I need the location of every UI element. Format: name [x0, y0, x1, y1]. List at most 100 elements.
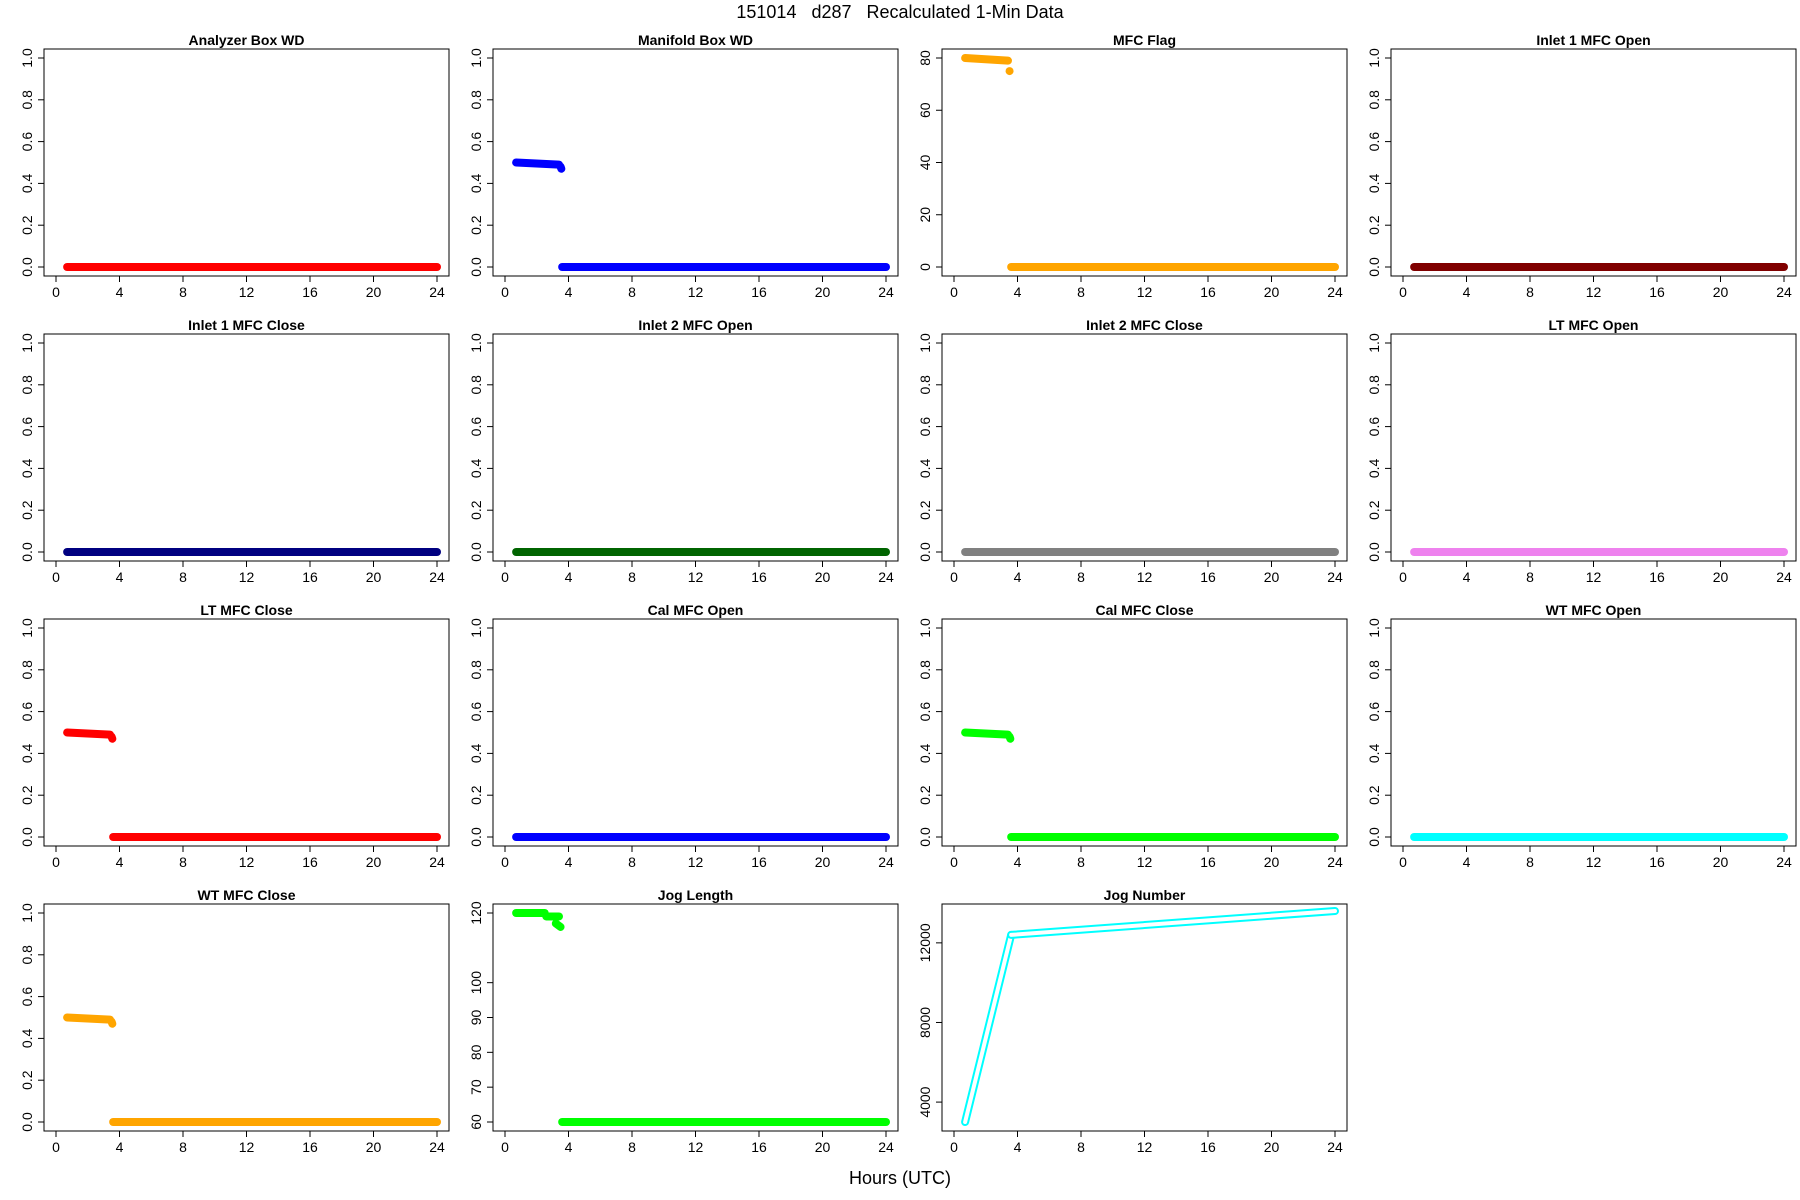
x-tick-label-0: 0 [501, 569, 509, 585]
y-tick-label-70: 70 [468, 1079, 484, 1095]
y-tick-label-0-2: 0.2 [19, 785, 35, 805]
x-tick-label-4: 4 [565, 569, 573, 585]
y-tick-label-1: 1.0 [917, 618, 933, 638]
x-tick-label-4: 4 [1463, 569, 1471, 585]
y-tick-label-1: 1.0 [19, 48, 35, 68]
y-tick-label-0-8: 0.8 [1366, 375, 1382, 395]
y-tick-label-0-4: 0.4 [468, 173, 484, 193]
x-tick-label-16: 16 [1649, 854, 1665, 870]
data-series-1 [961, 728, 1012, 739]
x-tick-label-20: 20 [815, 854, 831, 870]
y-tick-label-0-8: 0.8 [19, 945, 35, 965]
y-tick-label-0-4: 0.4 [19, 1028, 35, 1048]
y-tick-label-0-8: 0.8 [917, 375, 933, 395]
y-tick-label-80: 80 [917, 50, 933, 66]
y-tick-label-0-8: 0.8 [1366, 660, 1382, 680]
x-tick-label-24: 24 [1327, 854, 1343, 870]
x-tick-label-16: 16 [1649, 569, 1665, 585]
panel-wt-mfc-open: WT MFC Open 0 4 8 12 16 20 24 0.0 0.2 0.4 0.6 0.8 1.0 [1366, 602, 1797, 870]
y-tick-label-0-8: 0.8 [468, 375, 484, 395]
y-tick-label-0-2: 0.2 [468, 500, 484, 520]
y-tick-label-1: 1.0 [19, 618, 35, 638]
plot-frame [43, 333, 450, 562]
panel-title: Cal MFC Close [1095, 602, 1193, 618]
x-tick-label-24: 24 [1776, 569, 1792, 585]
x-tick-label-24: 24 [1776, 284, 1792, 300]
y-tick-label-0-4: 0.4 [917, 743, 933, 763]
panel-cal-mfc-open: Cal MFC Open 0 4 8 12 16 20 24 0.0 0.2 0.4 0.6 0.8 1.… [468, 602, 899, 870]
y-tick-label-0-6: 0.6 [19, 987, 35, 1007]
y-tick-label-0-6: 0.6 [917, 417, 933, 437]
x-tick-label-4: 4 [1014, 1139, 1022, 1155]
x-tick-label-20: 20 [1713, 569, 1729, 585]
x-tick-label-12: 12 [1137, 569, 1153, 585]
x-tick-label-16: 16 [302, 854, 318, 870]
panel-inlet-1-mfc-close: Inlet 1 MFC Close 0 4 8 12 16 20 24 0.0 0.2 0.4 0.6… [19, 317, 450, 585]
panel-title: Inlet 1 MFC Close [188, 317, 305, 333]
y-tick-label-1: 1.0 [917, 333, 933, 353]
panel-manifold-box-wd: Manifold Box WD 0 4 8 12 16 20 24 0.0 0.2 0.4 0.6 0.… [468, 32, 899, 300]
x-tick-label-8: 8 [179, 569, 187, 585]
y-tick-label-0: 0.0 [19, 827, 35, 847]
y-tick-label-0-4: 0.4 [468, 458, 484, 478]
y-tick-label-0-2: 0.2 [19, 215, 35, 235]
y-tick-label-1: 1.0 [1366, 618, 1382, 638]
data-series-1 [961, 54, 1012, 65]
x-tick-label-24: 24 [1776, 854, 1792, 870]
y-tick-label-0-6: 0.6 [468, 417, 484, 437]
x-tick-label-24: 24 [429, 854, 445, 870]
y-tick-label-0-8: 0.8 [19, 375, 35, 395]
y-tick-label-0-4: 0.4 [1366, 743, 1382, 763]
x-tick-label-12: 12 [688, 569, 704, 585]
x-tick-label-0: 0 [52, 284, 60, 300]
x-tick-label-16: 16 [751, 854, 767, 870]
y-tick-label-1: 1.0 [1366, 333, 1382, 353]
x-tick-label-12: 12 [1586, 569, 1602, 585]
x-tick-label-12: 12 [688, 854, 704, 870]
x-tick-label-8: 8 [179, 854, 187, 870]
x-tick-label-8: 8 [1526, 854, 1534, 870]
data-series-1-hollow [963, 932, 1014, 1124]
y-tick-label-1: 1.0 [19, 333, 35, 353]
y-tick-label-0: 0.0 [468, 257, 484, 277]
y-tick-label-0-2: 0.2 [19, 1070, 35, 1090]
x-tick-label-20: 20 [815, 284, 831, 300]
panel-inlet-1-mfc-open: Inlet 1 MFC Open 0 4 8 12 16 20 24 0.0 0.2 0.4 0.6 0… [1366, 32, 1797, 300]
y-tick-label-0-6: 0.6 [468, 702, 484, 722]
y-tick-label-0-6: 0.6 [917, 702, 933, 722]
x-tick-label-8: 8 [628, 854, 636, 870]
x-tick-label-12: 12 [688, 1139, 704, 1155]
panel-title: Inlet 2 MFC Close [1086, 317, 1203, 333]
x-tick-label-20: 20 [815, 1139, 831, 1155]
x-tick-label-24: 24 [1327, 284, 1343, 300]
x-tick-label-0: 0 [950, 569, 958, 585]
figure-title: 151014 d287 Recalculated 1-Min Data [736, 2, 1064, 22]
x-tick-label-20: 20 [1264, 284, 1280, 300]
x-tick-label-16: 16 [751, 284, 767, 300]
plot-frame [43, 48, 450, 277]
y-tick-label-0: 0.0 [19, 542, 35, 562]
x-tick-label-4: 4 [116, 1139, 124, 1155]
y-tick-label-100: 100 [468, 971, 484, 995]
panel-inlet-2-mfc-close: Inlet 2 MFC Close 0 4 8 12 16 20 24 0.0 0.2 0.4 0.6… [917, 317, 1348, 585]
x-tick-label-12: 12 [1137, 1139, 1153, 1155]
x-tick-label-4: 4 [565, 854, 573, 870]
y-tick-label-12000: 12000 [917, 923, 933, 962]
y-tick-label-0-6: 0.6 [1366, 702, 1382, 722]
x-tick-label-0: 0 [52, 1139, 60, 1155]
y-tick-label-0-2: 0.2 [917, 785, 933, 805]
y-tick-label-0-6: 0.6 [19, 417, 35, 437]
x-tick-label-4: 4 [1014, 569, 1022, 585]
y-tick-label-0-2: 0.2 [1366, 785, 1382, 805]
plot-frame [941, 903, 1348, 1132]
x-tick-label-0: 0 [501, 284, 509, 300]
x-tick-label-8: 8 [628, 569, 636, 585]
panel-title: WT MFC Close [198, 887, 296, 903]
x-tick-label-12: 12 [239, 569, 255, 585]
x-tick-label-20: 20 [366, 1139, 382, 1155]
y-tick-label-0: 0.0 [1366, 257, 1382, 277]
x-tick-label-24: 24 [878, 854, 894, 870]
y-tick-label-0-8: 0.8 [468, 90, 484, 110]
data-series-1 [63, 728, 114, 739]
